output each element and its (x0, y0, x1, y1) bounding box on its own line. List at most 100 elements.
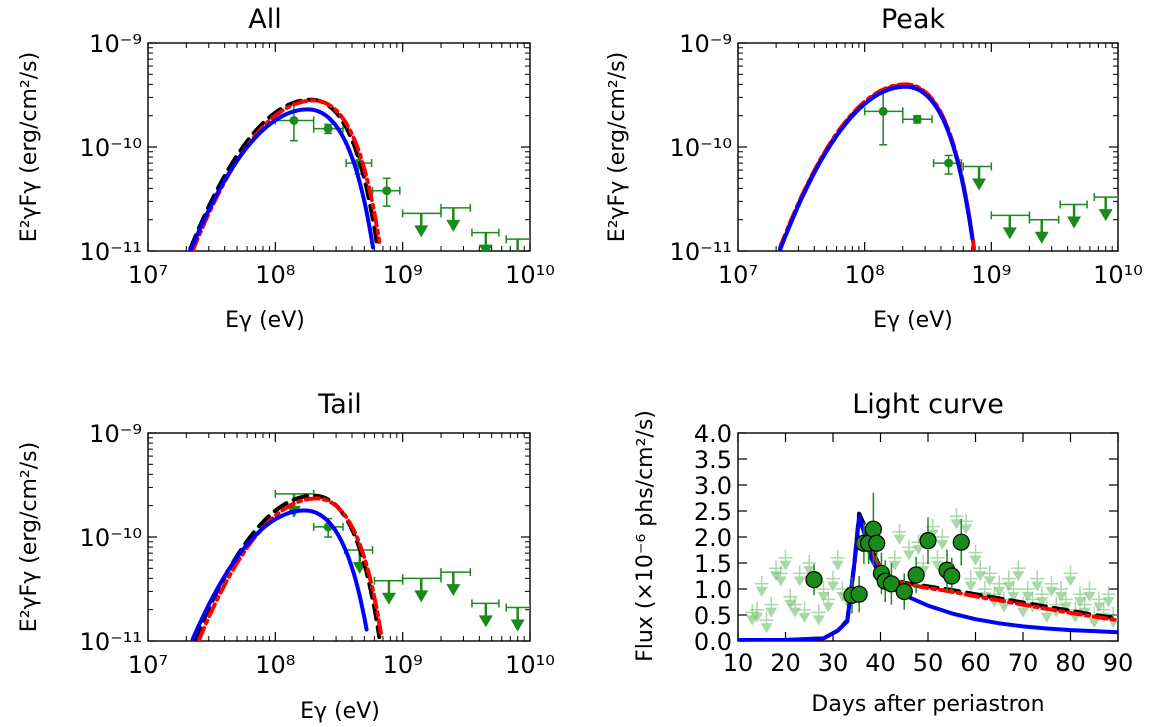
upper-limit-point (401, 574, 442, 603)
upper-limit-point (1063, 565, 1078, 587)
y-tick-label: 3.0 (694, 472, 732, 500)
panel-title: Peak (881, 4, 945, 35)
upper-limit-point (811, 604, 826, 626)
x-tick-label: 10⁷ (128, 261, 168, 289)
x-tick-label: 90 (1103, 649, 1134, 677)
upper-limit-arrow (1093, 602, 1105, 613)
upper-limit-arrow (1007, 592, 1020, 602)
upper-limit-point (401, 209, 442, 238)
panel-peak: Peak Eγ (eV) E²γFγ (erg/cm²/s) 10⁷ 10⁸ 10⁹… (605, 4, 1143, 333)
upper-limit-point (792, 565, 807, 587)
x-tick-label: 10⁹ (383, 261, 423, 289)
upper-limit-arrow (893, 534, 906, 545)
upper-limit-arrow (1064, 576, 1077, 587)
y-tick-label: 10⁻¹¹ (80, 238, 142, 266)
plot-frame (737, 42, 1119, 252)
upper-limit-arrow (827, 581, 839, 592)
upper-limit-arrow (964, 581, 977, 592)
upper-limit-point (1092, 591, 1106, 613)
upper-limit-point (1030, 570, 1045, 592)
x-tick-label: 70 (1008, 649, 1039, 677)
y-tick-label: 2.0 (694, 524, 732, 552)
upper-limit-point (1093, 193, 1118, 222)
model-black-dashed-line (778, 83, 975, 251)
upper-limit-point (1101, 586, 1116, 608)
upper-limit-point (902, 539, 916, 561)
y-tick-label: 10⁻⁹ (679, 30, 732, 58)
detection-marker (943, 567, 961, 585)
upper-limit-point (826, 570, 840, 592)
upper-limit-arrow (1083, 592, 1096, 602)
upper-limit-point (778, 549, 793, 571)
data-marker (878, 106, 888, 116)
detection-point (882, 563, 901, 605)
detection-marker (868, 534, 886, 552)
upper-limit-arrow (1021, 592, 1034, 602)
x-tick-label: 10⁹ (383, 651, 423, 679)
upper-limit-arrow (812, 615, 825, 626)
detection-marker (952, 533, 970, 551)
detection-point (919, 517, 937, 565)
upper-limit-arrow (751, 612, 763, 623)
upper-limit-point (1001, 570, 1016, 592)
upper-limit-arrow (793, 576, 806, 587)
upper-limit-arrow (765, 607, 778, 618)
x-tick-label: 10⁷ (718, 261, 758, 289)
x-tick-label: 10⁸ (255, 261, 295, 289)
upper-limit-arrow (1074, 597, 1086, 608)
upper-limit-arrow (1031, 581, 1044, 592)
upper-limit-arrow (755, 586, 768, 597)
upper-limit-arrow (798, 612, 811, 623)
detection-marker (850, 585, 868, 603)
x-tick-label: 20 (770, 649, 801, 677)
data-marker (323, 124, 333, 134)
detection-point (805, 564, 823, 596)
upper-limit-point (1059, 200, 1088, 229)
x-tick-label: 10⁹ (971, 261, 1011, 289)
upper-limit-point (750, 601, 764, 623)
upper-limit-point (990, 211, 1031, 240)
upper-limit-arrow (998, 602, 1010, 613)
upper-limit-arrow (888, 560, 901, 571)
upper-limit-point (1058, 591, 1073, 613)
panel-tail: Tail Eγ (eV) E²γFγ (erg/cm²/s) 10⁷ 10⁸ 10⁹… (17, 389, 555, 724)
model-blue-solid-line (190, 508, 369, 641)
upper-limit-point (1082, 581, 1097, 602)
upper-limit-arrow (817, 592, 830, 602)
upper-limit-point (440, 203, 472, 232)
model-red-dashdot-line (190, 98, 382, 251)
plot-area (778, 82, 1118, 251)
model-black-dashed-line (188, 97, 380, 251)
detection-point (864, 492, 882, 566)
upper-limit-arrow (1012, 571, 1025, 582)
detection-marker (864, 520, 882, 538)
upper-limit-point (1054, 581, 1068, 602)
y-tick-label: 10⁻¹⁰ (80, 524, 142, 552)
y-tick-label: 10⁻¹¹ (80, 628, 142, 656)
upper-limit-arrow (774, 576, 787, 587)
model-blue-solid-line (778, 84, 975, 251)
upper-limit-point (962, 162, 993, 191)
upper-limit-point (963, 570, 978, 592)
detection-marker (882, 575, 901, 593)
upper-limit-point (982, 565, 997, 587)
y-tick-label: 1.5 (694, 550, 732, 578)
panel-title: Tail (317, 389, 362, 420)
data-point (312, 123, 344, 135)
upper-limit-point (373, 576, 404, 605)
upper-limit-arrow (822, 602, 835, 613)
upper-limit-arrow (779, 560, 792, 571)
x-axis-label: Eγ (eV) (225, 308, 305, 333)
x-tick-label: 10¹⁰ (505, 651, 555, 679)
x-axis-label: Eγ (eV) (300, 699, 380, 724)
upper-limit-arrow (803, 566, 816, 576)
upper-limit-arrow (1055, 592, 1067, 602)
upper-limit-arrow (1036, 597, 1048, 608)
upper-limit-point (440, 568, 472, 597)
model-blue-solid-line (188, 107, 375, 251)
upper-limit-arrow (478, 615, 493, 628)
upper-limit-point (1028, 215, 1060, 244)
upper-limit-arrow (931, 560, 944, 571)
x-tick-label: 10¹⁰ (505, 261, 555, 289)
